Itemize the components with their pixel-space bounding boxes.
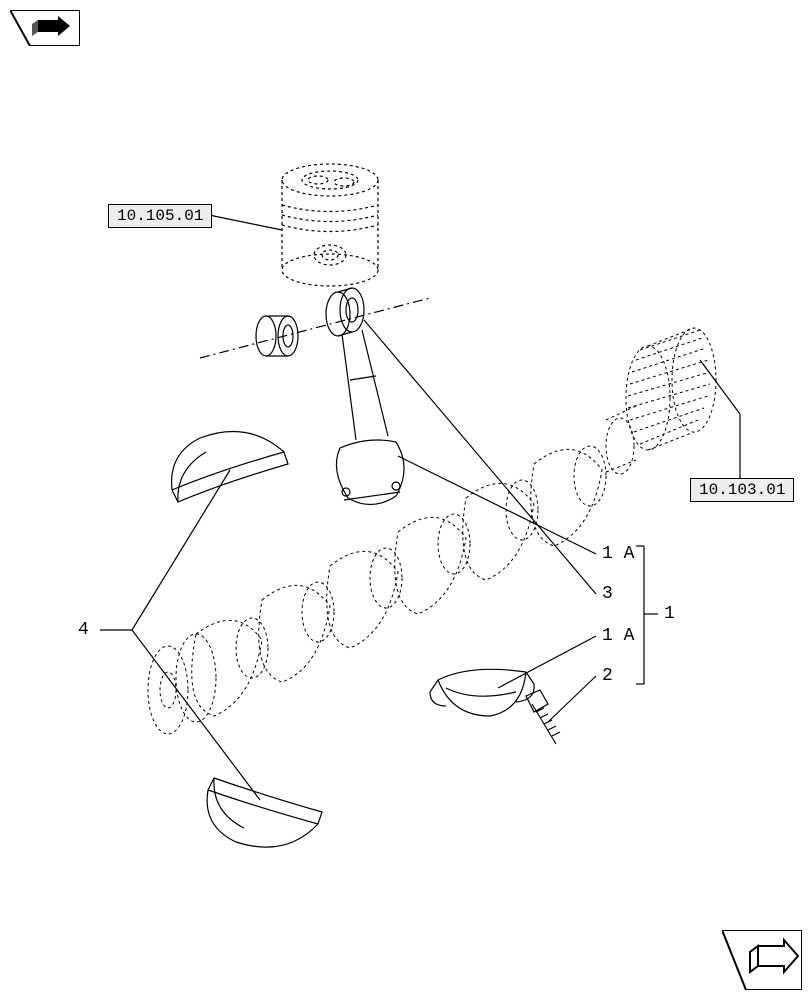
callout-1a-lower: 1 A [602, 626, 634, 646]
leader-1a-lower [498, 636, 596, 688]
bearing-shell-upper [172, 432, 288, 502]
callout-3: 3 [602, 584, 613, 604]
big-end-cap [430, 669, 534, 716]
leader-piston [209, 215, 282, 230]
leader-gear [700, 360, 740, 478]
callout-1: 1 [664, 604, 675, 624]
leader-1a-upper [398, 456, 596, 554]
crankshaft-ghost [148, 406, 636, 734]
bearing-shell-lower [207, 778, 322, 847]
timing-gear-ghost [626, 328, 716, 450]
piston-ghost [282, 164, 378, 286]
leader-4 [100, 470, 260, 800]
wrist-pin-bushing [256, 316, 298, 356]
bracket-1 [636, 546, 658, 684]
label-gear-ref: 10.103.01 [690, 478, 794, 502]
label-gear-ref-text: 10.103.01 [699, 481, 785, 499]
label-piston-ref: 10.105.01 [108, 204, 212, 228]
callout-1a-upper: 1 A [602, 544, 634, 564]
callout-4: 4 [78, 620, 89, 640]
callout-2: 2 [602, 666, 613, 686]
cap-bolt [526, 690, 560, 744]
pin-axis [200, 298, 430, 358]
leader-2 [548, 676, 596, 722]
label-piston-ref-text: 10.105.01 [117, 207, 203, 225]
